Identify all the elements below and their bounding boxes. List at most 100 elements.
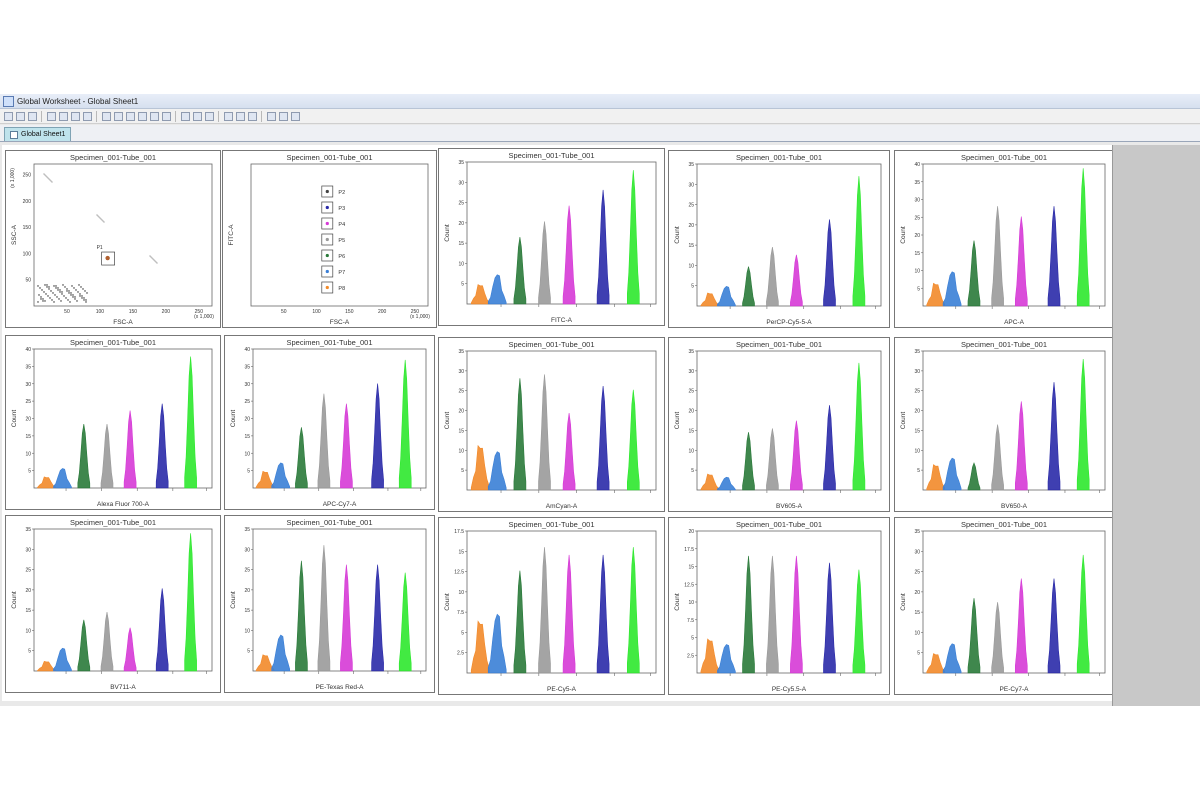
plot-panel[interactable]: Specimen_001-Tube_001 PE-Cy5.5-A Count 2.5 5… xyxy=(668,517,890,695)
y-tick-label: 5 xyxy=(461,282,464,288)
y-axis-label: Count xyxy=(674,412,681,430)
plot-panel[interactable]: Specimen_001-Tube_001 BV711-A Count 5 10 15 20… xyxy=(5,515,221,693)
y-axis-label: Count xyxy=(444,593,451,611)
y-tick-label: 35 xyxy=(688,349,694,355)
zoom-in-icon[interactable] xyxy=(70,111,80,121)
gate-p2[interactable] xyxy=(321,185,334,198)
pointer-icon[interactable] xyxy=(46,111,56,121)
density-icon[interactable] xyxy=(137,111,147,121)
y-tick-label: 20 xyxy=(25,417,31,423)
y-tick-label: 25 xyxy=(914,570,920,576)
gate-p1[interactable] xyxy=(101,251,115,266)
plot-panel[interactable]: Specimen_001-Tube_001 BV605-A Count 5 10 15 20… xyxy=(668,337,890,512)
x-axis-label: FITC-A xyxy=(551,317,573,324)
histogram-peak-navy xyxy=(1047,206,1061,307)
x-axis-label: PE-Cy5-A xyxy=(547,686,577,693)
align-right-icon[interactable] xyxy=(247,111,257,121)
plot-title: Specimen_001-Tube_001 xyxy=(69,153,157,162)
tab-global-sheet1[interactable]: Global Sheet1 xyxy=(4,127,72,141)
y-tick-label: 15 xyxy=(914,428,920,434)
histogram-icon[interactable] xyxy=(113,111,123,121)
plot-svg: PE-Cy7-A Count 5 10 15 20 25 30 35 xyxy=(900,529,1106,693)
y-tick-label: 30 xyxy=(688,369,694,375)
histogram-peak-green xyxy=(967,462,981,491)
x-axis-label: BV605-A xyxy=(776,503,803,510)
histogram-peak-navy xyxy=(155,588,169,672)
sheet-icon xyxy=(10,130,18,139)
plot-panel[interactable]: Specimen_001-Tube_001 FSC-A FITC-A 50 100 150… xyxy=(222,150,437,328)
plot-panel[interactable]: Specimen_001-Tube_001 PE-Cy5-A Count 2.5 5 7.… xyxy=(438,517,665,695)
y-tick-label: 15 xyxy=(244,434,250,440)
x-axis-label: APC-Cy7-A xyxy=(323,501,357,508)
grid-icon[interactable] xyxy=(266,111,276,121)
align-left-icon[interactable] xyxy=(223,111,233,121)
gate-polygon-icon[interactable] xyxy=(192,111,202,121)
y-tick-label: 20 xyxy=(914,590,920,596)
gate-line-icon[interactable] xyxy=(204,111,214,121)
histogram-peak-gray xyxy=(317,545,331,672)
plot-panel[interactable]: Specimen_001-Tube_001 PE-Texas Red-A Count… xyxy=(224,515,435,693)
gate-p6[interactable] xyxy=(321,249,334,262)
histogram-peak-green xyxy=(742,555,755,674)
y-tick-label: 5 xyxy=(691,284,694,290)
contour-icon[interactable] xyxy=(125,111,135,121)
statistics-icon[interactable] xyxy=(149,111,159,121)
y-axis-label: Count xyxy=(900,412,907,430)
histogram-peak-lime xyxy=(626,389,640,491)
x-axis-label: BV711-A xyxy=(110,684,136,691)
plot-panel[interactable]: Specimen_001-Tube_001 Alexa Fluor 700-A Co… xyxy=(5,335,221,510)
y-tick-label: 20 xyxy=(244,417,250,423)
zoom-icon[interactable] xyxy=(58,111,68,121)
y-axis-label: Count xyxy=(900,593,907,611)
x-tick-label: 150 xyxy=(129,309,138,315)
gate-p4[interactable] xyxy=(321,217,334,230)
gate-label: P3 xyxy=(338,206,345,212)
y-tick-label: 30 xyxy=(914,549,920,555)
y-tick-label: 5 xyxy=(917,468,920,474)
plot-title: Specimen_001-Tube_001 xyxy=(69,338,157,347)
plot-panel[interactable]: Specimen_001-Tube_001 BV650-A Count 5 10 15 20… xyxy=(894,337,1114,512)
y-tick-label: 10 xyxy=(914,448,920,454)
plot-title: Specimen_001-Tube_001 xyxy=(508,340,595,349)
layout-icon[interactable] xyxy=(278,111,288,121)
plot-panel[interactable]: Specimen_001-Tube_001 AmCyan-A Count 5 10 15 2… xyxy=(438,337,665,512)
histogram-peak-lime xyxy=(626,547,640,674)
zoom-out-icon[interactable] xyxy=(82,111,92,121)
align-center-icon[interactable] xyxy=(235,111,245,121)
hierarchy-icon[interactable] xyxy=(161,111,171,121)
y-axis-label: Count xyxy=(11,410,18,428)
save-icon[interactable] xyxy=(3,111,13,121)
view-icon[interactable] xyxy=(290,111,300,121)
y-axis-label: Count xyxy=(11,591,18,609)
y-tick-label: 30 xyxy=(244,547,250,553)
y-tick-label: 25 xyxy=(458,201,464,207)
gate-p8[interactable] xyxy=(321,281,334,294)
plot-panel[interactable]: Specimen_001-Tube_001 FSC-A SSC-A 50 100 150 2… xyxy=(5,150,221,328)
gate-rectangle-icon[interactable] xyxy=(180,111,190,121)
histogram-peak-green xyxy=(513,237,527,305)
histogram-peak-magenta xyxy=(123,627,137,672)
plot-panel[interactable]: Specimen_001-Tube_001 APC-Cy7-A Count 5 10 15… xyxy=(224,335,435,510)
worksheet-canvas[interactable]: Specimen_001-Tube_001 FSC-A SSC-A 50 100 150 2… xyxy=(2,145,1114,701)
plot-panel[interactable]: Specimen_001-Tube_001 PE-Cy7-A Count 5 10 15 2… xyxy=(894,517,1114,695)
plot-panel[interactable]: Specimen_001-Tube_001 FITC-A Count 5 10 15 20 2… xyxy=(438,148,665,326)
print-icon[interactable] xyxy=(15,111,25,121)
y-tick-label: 7.5 xyxy=(687,618,694,624)
export-icon[interactable] xyxy=(27,111,37,121)
y-tick-label: 30 xyxy=(914,198,920,204)
histogram-peak-magenta xyxy=(790,555,803,674)
dot-plot-icon[interactable] xyxy=(101,111,111,121)
plot-panel[interactable]: Specimen_001-Tube_001 PerCP-Cy5-5-A Count 5… xyxy=(668,150,890,328)
empty-workspace xyxy=(1113,145,1200,706)
histogram-peak-green xyxy=(967,598,981,674)
x-tick-label: 150 xyxy=(345,309,354,315)
gate-p7[interactable] xyxy=(321,265,334,278)
plot-title: Specimen_001-Tube_001 xyxy=(735,340,823,349)
gate-p3[interactable] xyxy=(321,201,334,214)
gate-p5[interactable] xyxy=(321,233,334,246)
histogram-peak-gray xyxy=(991,424,1004,491)
x-tick-label: 50 xyxy=(281,309,287,315)
histogram-peak-navy xyxy=(1047,578,1061,674)
plot-panel[interactable]: Specimen_001-Tube_001 APC-A Count 5 10 15 20 25… xyxy=(894,150,1114,328)
x-axis-label: FSC-A xyxy=(330,319,350,326)
